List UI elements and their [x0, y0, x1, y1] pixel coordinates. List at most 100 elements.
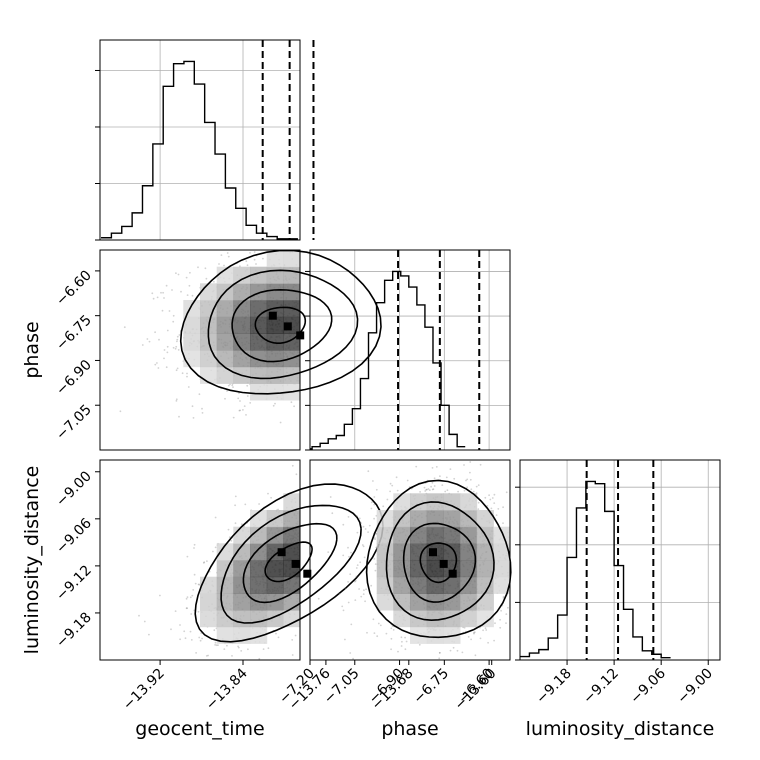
sample-point — [193, 573, 196, 576]
density-cell — [200, 576, 218, 594]
density-cell — [393, 543, 411, 561]
density-cell — [283, 576, 301, 594]
sample-point — [190, 639, 193, 641]
sample-point — [159, 594, 161, 597]
sample-point — [246, 384, 249, 387]
sample-point — [262, 648, 265, 650]
density-cell — [460, 493, 478, 511]
sample-point — [176, 338, 179, 341]
density-cell — [443, 593, 461, 611]
sample-point — [477, 508, 480, 510]
sample-point — [295, 473, 298, 476]
sample-point — [347, 516, 350, 518]
density-cell — [233, 593, 251, 611]
sample-point — [485, 629, 488, 631]
sample-point — [363, 556, 366, 559]
density-cell — [376, 510, 394, 528]
sample-point — [427, 488, 430, 490]
density-cell — [426, 626, 444, 644]
sample-point — [431, 467, 434, 469]
density-cell — [376, 543, 394, 561]
sample-point — [198, 583, 201, 586]
density-cell — [216, 543, 234, 561]
sample-point — [206, 560, 208, 562]
density-cell — [216, 366, 234, 384]
sample-point — [175, 272, 177, 275]
sample-point — [373, 558, 376, 560]
x-tick-label: −9.12 — [580, 666, 622, 708]
sample-point — [201, 407, 203, 410]
sample-point — [507, 606, 509, 609]
sample-point — [213, 629, 216, 632]
sample-point — [151, 292, 154, 295]
density-cell — [410, 526, 428, 544]
sample-point — [445, 476, 448, 479]
sample-point — [253, 251, 256, 253]
sample-point — [457, 490, 459, 493]
x-tick-label: −6.75 — [411, 666, 453, 708]
x-label-phase: phase — [381, 718, 438, 740]
sample-point — [275, 632, 277, 635]
x-tick-label: −9.00 — [674, 666, 716, 708]
sample-point — [465, 479, 467, 482]
density-cell — [266, 593, 284, 611]
sample-point — [152, 297, 155, 300]
sample-point — [389, 490, 391, 493]
sample-point — [214, 644, 217, 646]
sample-point — [354, 579, 357, 582]
sample-point — [166, 351, 169, 354]
sample-point — [193, 543, 196, 546]
sample-point — [220, 254, 223, 256]
sample-point — [237, 645, 240, 648]
sample-point — [185, 276, 188, 279]
sample-point — [183, 630, 186, 633]
sample-point — [234, 522, 237, 525]
sample-point — [415, 465, 418, 468]
density-cell — [460, 576, 478, 594]
sample-point — [193, 547, 195, 549]
hist-frame — [99, 39, 301, 241]
sample-point — [198, 393, 201, 396]
sample-point — [243, 405, 246, 407]
sample-point — [189, 596, 192, 599]
sample-point — [446, 489, 449, 492]
sample-point — [438, 657, 441, 660]
sample-point — [156, 362, 158, 364]
sample-point — [500, 609, 502, 612]
sample-point — [404, 636, 406, 639]
sample-point — [374, 569, 377, 572]
sample-point — [400, 636, 403, 639]
sample-point — [418, 643, 421, 646]
density-cell — [266, 250, 284, 268]
sample-point — [240, 650, 243, 652]
sample-point — [214, 641, 217, 644]
density-cell — [216, 576, 234, 594]
density-peak — [268, 311, 277, 320]
sample-point — [242, 409, 244, 411]
sample-point — [176, 367, 179, 370]
sample-point — [370, 507, 373, 510]
density-peak — [283, 322, 292, 331]
y-label-phase: phase — [21, 321, 43, 378]
sample-point — [181, 372, 184, 375]
density-cell — [250, 283, 268, 301]
density-cell — [200, 283, 218, 301]
sample-point — [143, 620, 146, 623]
sample-point — [389, 482, 392, 485]
sample-point — [186, 294, 189, 296]
sample-point — [449, 468, 452, 470]
sample-point — [185, 597, 188, 600]
sample-point — [472, 490, 475, 493]
density-cell — [476, 610, 494, 628]
sample-point — [463, 464, 465, 466]
density-cell — [233, 266, 251, 284]
y-tick-label: −6.60 — [53, 267, 95, 309]
contour-line — [242, 522, 338, 604]
sample-point — [327, 551, 330, 553]
sample-point — [317, 597, 320, 600]
density-cell — [250, 543, 268, 561]
sample-point — [341, 605, 344, 608]
sample-point — [366, 631, 368, 634]
density-cell — [443, 493, 461, 511]
sample-point — [189, 271, 191, 274]
